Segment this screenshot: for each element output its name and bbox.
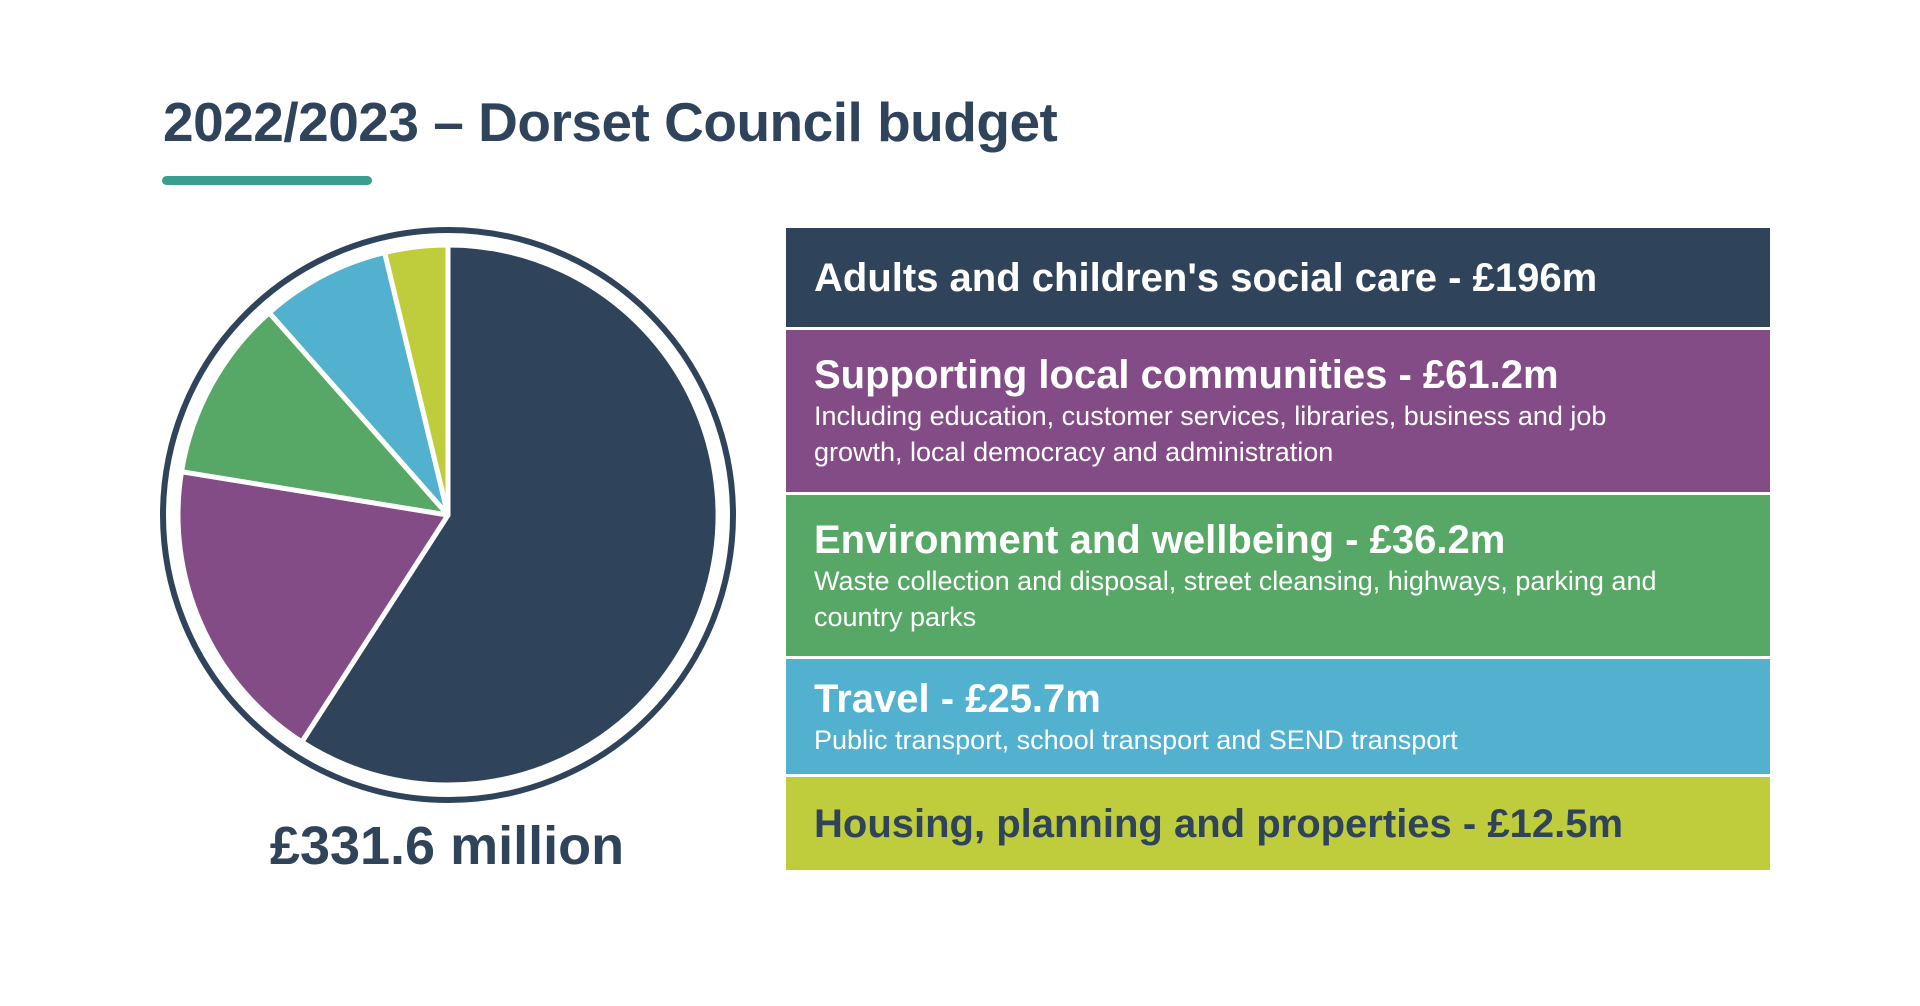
pie-slice-housing [382, 242, 451, 518]
legend-item-housing: Housing, planning and properties - £12.5… [786, 777, 1770, 870]
budget-total: £331.6 million [269, 816, 625, 876]
pie-chart-svg [160, 227, 736, 803]
legend-item-local-communities: Supporting local communities - £61.2m In… [786, 330, 1770, 495]
legend-heading: Environment and wellbeing - £36.2m [814, 517, 1506, 562]
legend-heading: Adults and children's social care - £196… [814, 255, 1598, 300]
legend-heading: Housing, planning and properties - £12.5… [814, 801, 1624, 846]
budget-legend: Adults and children's social care - £196… [786, 228, 1770, 870]
pie-slice-social-care [299, 242, 721, 788]
pie-slices [175, 242, 721, 788]
pie-slice-travel [266, 250, 451, 518]
pie-chart [158, 225, 738, 805]
pie-slice-local-communities [175, 469, 451, 745]
legend-description: Waste collection and disposal, street cl… [814, 565, 1657, 632]
title-underline [162, 176, 372, 185]
legend-description: Public transport, school transport and S… [814, 724, 1458, 755]
pie-slice-environment [178, 310, 451, 518]
legend-item-social-care: Adults and children's social care - £196… [786, 228, 1770, 330]
legend-item-travel: Travel - £25.7m Public transport, school… [786, 659, 1770, 777]
legend-description: Including education, customer services, … [814, 401, 1607, 467]
chart-title: 2022/2023 – Dorset Council budget [163, 91, 1058, 153]
legend-heading: Supporting local communities - £61.2m [814, 353, 1559, 397]
legend-heading: Travel - £25.7m [814, 676, 1101, 721]
legend-item-environment: Environment and wellbeing - £36.2m Waste… [786, 495, 1770, 659]
